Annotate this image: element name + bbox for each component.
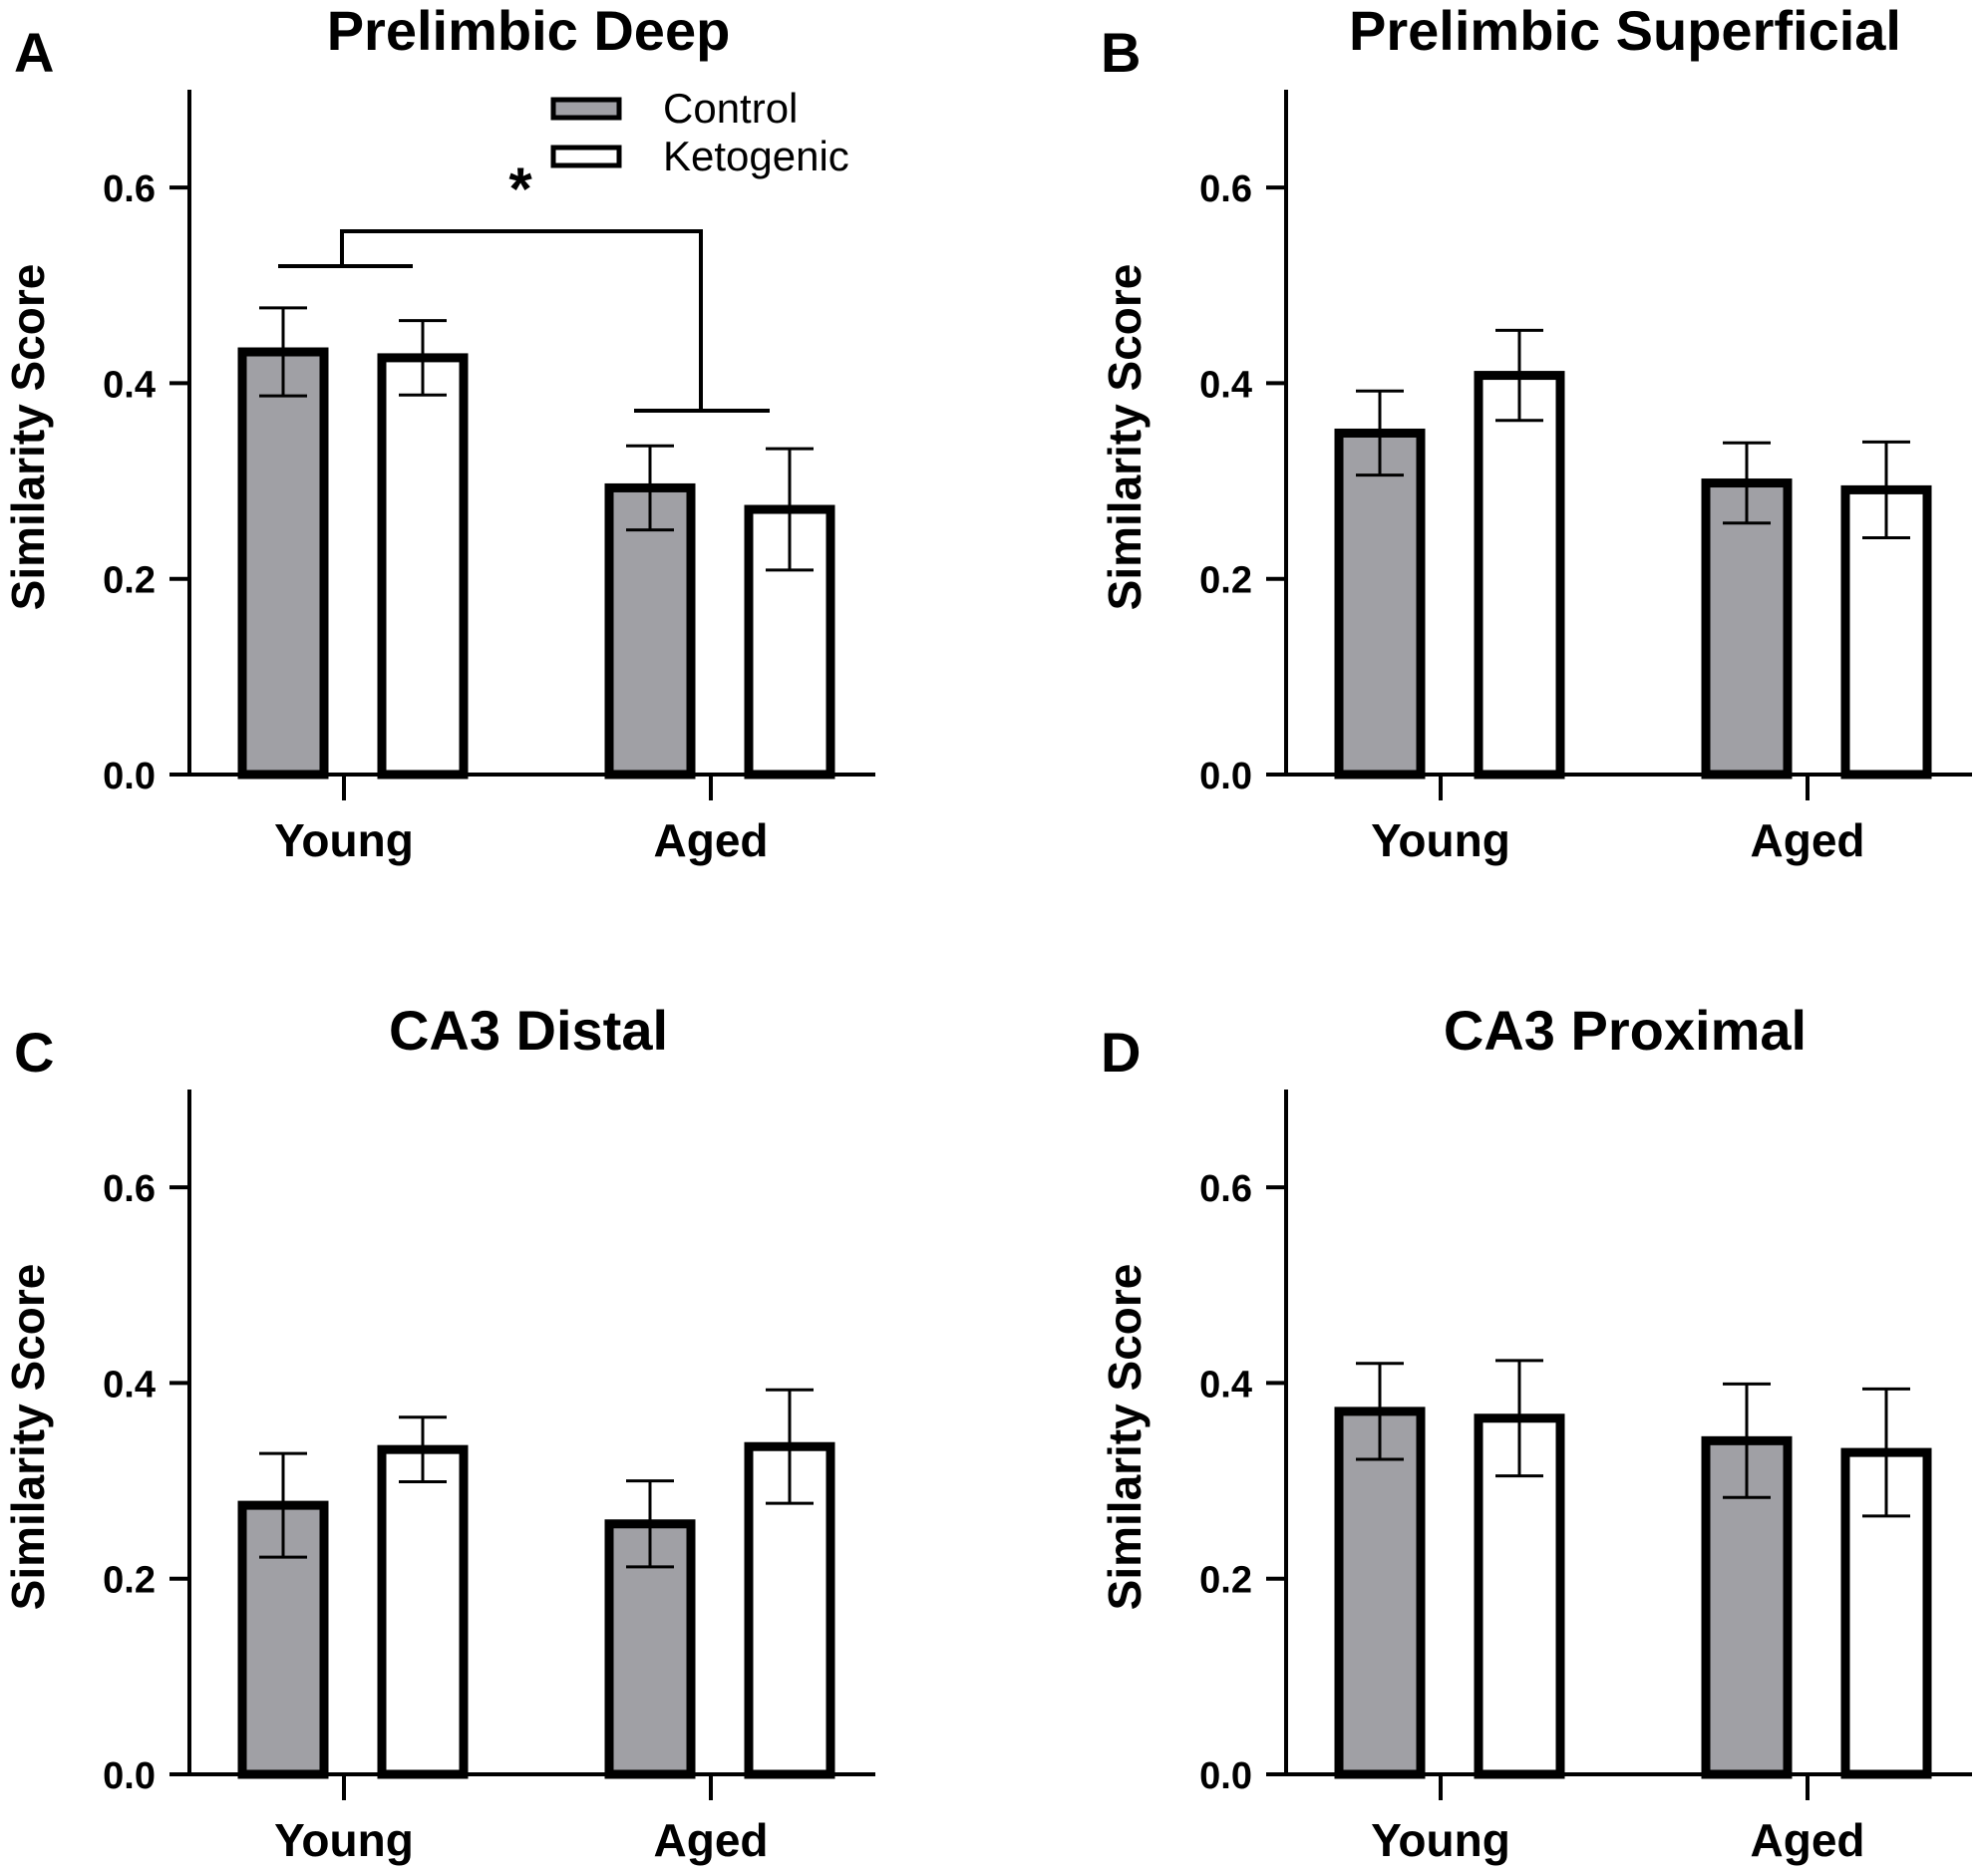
y-axis-label: Similarity Score [1099, 264, 1151, 611]
x-tick-label: Young [1371, 814, 1510, 866]
panel-letter: B [1101, 21, 1141, 84]
x-tick-label: Aged [654, 814, 769, 866]
chart-panel-c: C CA3 Distal Similarity Score 0.0 0.2 0.4 0.6 Y… [2, 999, 875, 1866]
legend-swatch-control [550, 97, 622, 121]
y-tick-label: 0.4 [1199, 364, 1252, 406]
x-tick-label: Young [274, 814, 414, 866]
chart-panel-b: B Prelimbic Superficial Similarity Score 0.… [1099, 0, 1972, 866]
y-tick-label: 0.2 [1199, 1560, 1252, 1602]
chart-title: CA3 Distal [389, 999, 668, 1062]
y-tick-label: 0.0 [103, 756, 156, 797]
legend-label-control: Control [663, 85, 798, 132]
chart-panel-d: D CA3 Proximal Similarity Score 0.0 0.2 0.4 0.… [1099, 999, 1972, 1866]
y-tick-label: 0.2 [1199, 560, 1252, 602]
y-tick-label: 0.4 [1199, 1364, 1252, 1406]
y-axis-label: Similarity Score [1099, 1264, 1151, 1611]
bar-ketogenic-young [1474, 371, 1565, 780]
x-tick-label: Aged [654, 1814, 769, 1866]
x-tick-label: Aged [1751, 1814, 1865, 1866]
y-tick-label: 0.4 [103, 1364, 156, 1406]
bar-ketogenic-young [377, 353, 469, 780]
y-tick-label: 0.0 [103, 1755, 156, 1797]
y-tick-label: 0.6 [103, 1168, 156, 1210]
significance-asterisk: * [508, 156, 532, 222]
chart-title: CA3 Proximal [1444, 999, 1807, 1062]
y-tick-label: 0.2 [103, 560, 156, 602]
y-axis-label: Similarity Score [2, 1264, 54, 1611]
y-tick-label: 0.0 [1199, 1755, 1252, 1797]
significance-bracket: * [278, 156, 770, 413]
bar-ketogenic-young [377, 1444, 469, 1779]
legend-swatch-ketogenic [550, 145, 622, 168]
bar-control-aged [1701, 478, 1793, 780]
y-tick-label: 0.6 [1199, 1168, 1252, 1210]
bar-control-young [1334, 428, 1426, 780]
chart-title: Prelimbic Superficial [1349, 0, 1901, 62]
x-tick-label: Young [274, 1814, 414, 1866]
bar-ketogenic-young [1474, 1413, 1565, 1779]
bar-control-young [237, 347, 329, 780]
legend-label-ketogenic: Ketogenic [663, 133, 849, 179]
panel-letter: C [14, 1021, 54, 1084]
y-tick-label: 0.2 [103, 1560, 156, 1602]
y-tick-label: 0.6 [1199, 168, 1252, 210]
chart-title: Prelimbic Deep [327, 0, 731, 62]
y-tick-label: 0.6 [103, 168, 156, 210]
bar-control-aged [604, 482, 696, 780]
y-tick-label: 0.0 [1199, 756, 1252, 797]
x-tick-label: Aged [1751, 814, 1865, 866]
y-tick-label: 0.4 [103, 364, 156, 406]
chart-panel-a: A Prelimbic Deep Similarity Score 0.0 0.2 0.4… [2, 0, 875, 866]
bar-control-young [1334, 1407, 1426, 1779]
y-axis-label: Similarity Score [2, 264, 54, 611]
x-tick-label: Young [1371, 1814, 1510, 1866]
panel-letter: A [14, 21, 54, 84]
panel-letter: D [1101, 1021, 1141, 1084]
